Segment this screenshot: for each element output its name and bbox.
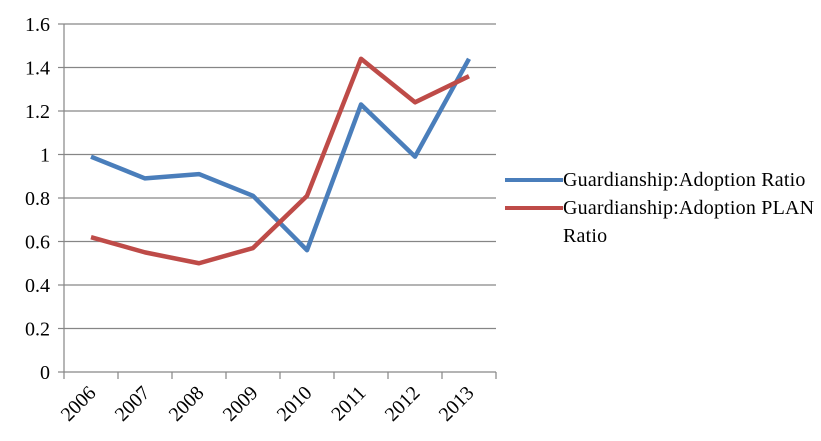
legend-label-series-2: Guardianship:Adoption PLAN Ratio bbox=[563, 197, 815, 247]
legend-swatch-series-1 bbox=[505, 178, 563, 182]
x-tick-label: 2006 bbox=[57, 382, 101, 426]
y-tick-label: 0.6 bbox=[25, 232, 50, 254]
legend-item-series-1: Guardianship:Adoption Ratio bbox=[505, 166, 821, 194]
y-tick-labels: 0 0.2 0.4 0.6 0.8 1 1.2 1.4 1.6 bbox=[25, 14, 50, 384]
y-tick-label: 1.6 bbox=[25, 14, 50, 36]
y-tick-label: 1.2 bbox=[25, 101, 50, 123]
legend: Guardianship:Adoption Ratio Guardianship… bbox=[505, 166, 821, 250]
x-tick-label: 2008 bbox=[165, 382, 209, 426]
gridlines bbox=[64, 23, 496, 330]
y-tick-label: 1 bbox=[40, 145, 50, 167]
legend-item-series-2: Guardianship:Adoption PLAN Ratio bbox=[505, 194, 821, 250]
y-tick-label: 1.4 bbox=[25, 58, 50, 80]
series-line-2 bbox=[90, 56, 470, 266]
x-tick-label: 2013 bbox=[435, 382, 479, 426]
y-tick-label: 0.4 bbox=[25, 275, 50, 297]
x-tick-label: 2010 bbox=[273, 382, 317, 426]
x-tick-label: 2009 bbox=[219, 382, 263, 426]
x-tick-label: 2012 bbox=[381, 382, 425, 426]
axes bbox=[58, 23, 497, 379]
legend-swatch-series-2 bbox=[505, 206, 563, 210]
x-tick-labels: 2006 2007 2008 2009 2010 2011 2012 2013 bbox=[57, 382, 479, 426]
y-tick-label: 0.8 bbox=[25, 188, 50, 210]
x-tick-label: 2011 bbox=[327, 382, 370, 425]
y-tick-label: 0 bbox=[40, 362, 50, 384]
legend-label-series-1: Guardianship:Adoption Ratio bbox=[563, 169, 806, 191]
y-tick-label: 0.2 bbox=[25, 319, 50, 341]
series-lines bbox=[90, 56, 471, 266]
x-tick-label: 2007 bbox=[111, 382, 155, 426]
